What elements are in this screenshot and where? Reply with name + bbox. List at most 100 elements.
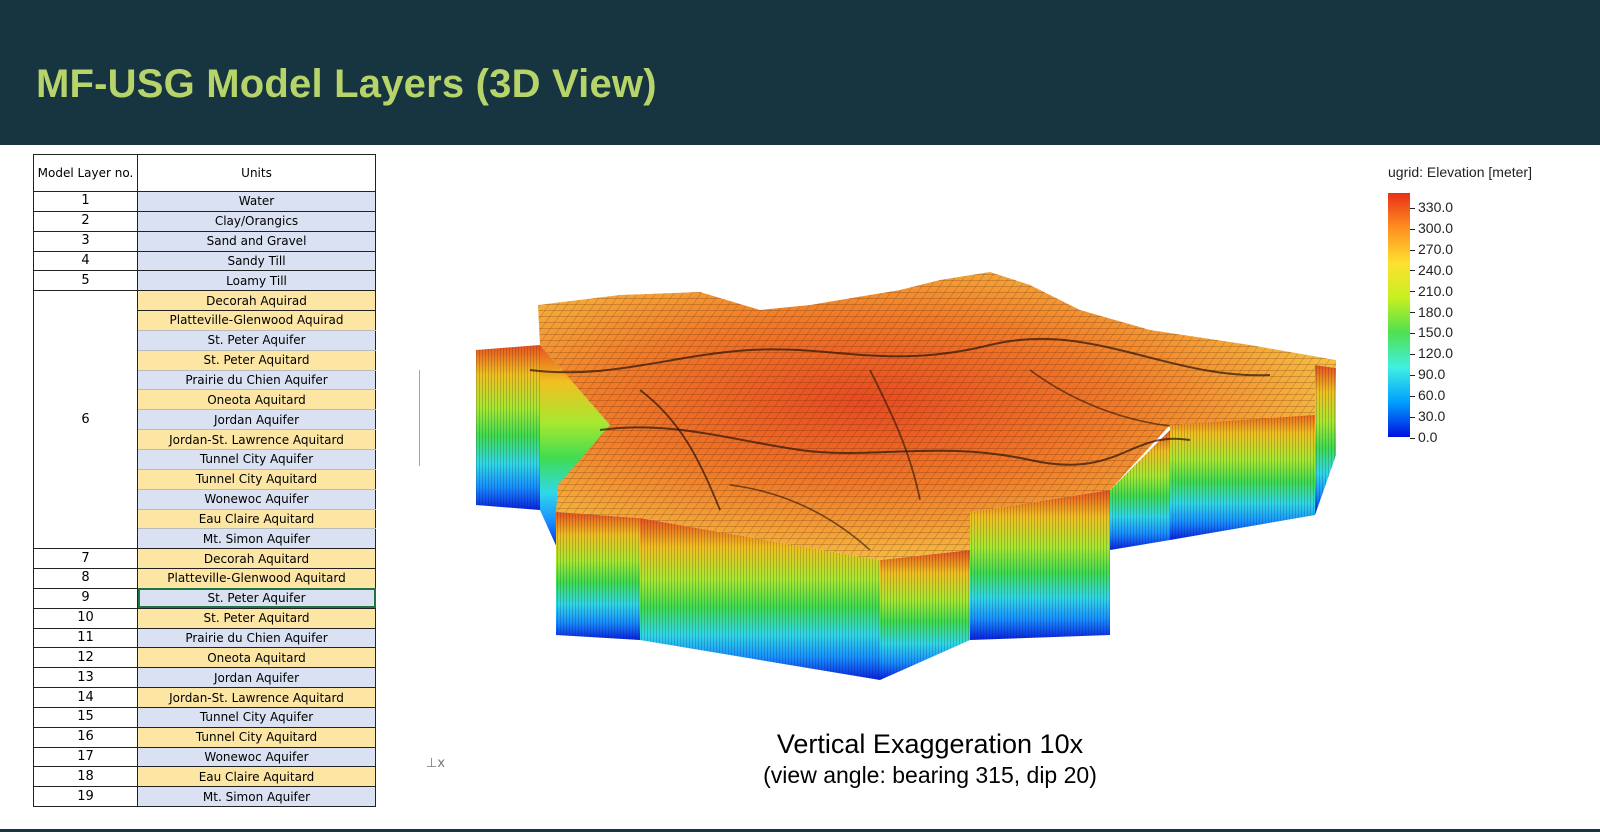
table-row: St. Peter Aquifer — [34, 329, 376, 351]
table-row: 6 Decorah Aquirad — [33, 290, 376, 550]
caption-view-angle: (view angle: bearing 315, dip 20) — [763, 762, 1097, 788]
col-header-units: Units — [137, 154, 376, 192]
unit-cell[interactable]: St. Peter Aquitard — [137, 607, 376, 629]
table-row: St. Peter Aquitard — [34, 349, 376, 371]
footer-rule — [0, 829, 1600, 832]
unit-cell[interactable]: St. Peter Aquifer — [137, 587, 376, 609]
legend-tick-label: 90.0 — [1410, 367, 1445, 381]
unit-cell[interactable]: Eau Claire Aquitard — [137, 508, 376, 530]
legend-tick-label: 270.0 — [1410, 242, 1453, 256]
table-row: 12 Oneota Aquitard — [33, 647, 376, 669]
unit-cell[interactable]: St. Peter Aquifer — [137, 329, 376, 351]
table-row: Jordan Aquifer — [34, 409, 376, 431]
table-row: 15 Tunnel City Aquifer — [33, 706, 376, 728]
unit-cell[interactable]: Clay/Orangics — [137, 210, 376, 232]
table-row: Jordan-St. Lawrence Aquitard — [34, 429, 376, 450]
legend-tick-label: 120.0 — [1410, 346, 1453, 360]
unit-cell[interactable]: St. Peter Aquitard — [137, 349, 376, 371]
unit-cell[interactable]: Prairie du Chien Aquifer — [137, 627, 376, 649]
layer-number-cell[interactable]: 13 — [33, 667, 138, 689]
legend-tick-labels: 330.0 300.0 270.0 240.0 210.0 180.0 150.0 120.0… — [1410, 193, 1480, 444]
legend-tick-label: 60.0 — [1410, 388, 1445, 402]
table-row: 10 St. Peter Aquitard — [33, 607, 376, 629]
legend-tick-label: 0.0 — [1410, 430, 1437, 444]
elevation-colorbar — [1388, 193, 1410, 437]
col-header-layer-no: Model Layer no. — [33, 154, 138, 192]
unit-cell[interactable]: Tunnel City Aquitard — [137, 726, 376, 748]
unit-cell[interactable]: Platteville-Glenwood Aquirad — [137, 310, 376, 331]
table-row: Platteville-Glenwood Aquirad — [34, 310, 376, 331]
unit-cell[interactable]: Jordan-St. Lawrence Aquitard — [137, 429, 376, 450]
layer-number-cell[interactable]: 16 — [33, 726, 138, 748]
table-row: 5 Loamy Till — [33, 270, 376, 292]
table-row: 7 Decorah Aquitard — [33, 548, 376, 570]
layer-number-cell[interactable]: 11 — [33, 627, 138, 649]
view-caption: Vertical Exaggeration 10x (view angle: b… — [700, 728, 1160, 790]
table-body: 1 Water 2 Clay/Orangics 3 Sand and Gravel 4 San… — [33, 191, 376, 808]
table-row: 4 Sandy Till — [33, 250, 376, 272]
table-row: 17 Wonewoc Aquifer — [33, 746, 376, 768]
layer-number-cell[interactable]: 8 — [33, 568, 138, 589]
layer-number-cell[interactable]: 2 — [33, 210, 138, 232]
layer-number-cell[interactable]: 7 — [33, 548, 138, 570]
table-row: Oneota Aquitard — [34, 389, 376, 411]
table-row: 3 Sand and Gravel — [33, 230, 376, 252]
unit-cell[interactable]: Water — [137, 191, 376, 212]
table-row: 8 Platteville-Glenwood Aquitard — [33, 568, 376, 589]
layer-number-cell[interactable]: 15 — [33, 706, 138, 728]
unit-cell[interactable]: Oneota Aquitard — [137, 389, 376, 411]
unit-cell[interactable]: Loamy Till — [137, 270, 376, 292]
legend-tick-label: 30.0 — [1410, 409, 1445, 423]
unit-cell[interactable]: Prairie du Chien Aquifer — [137, 369, 376, 391]
unit-cell[interactable]: Sandy Till — [137, 250, 376, 272]
layer-number-cell[interactable]: 17 — [33, 746, 138, 768]
unit-cell[interactable]: Mt. Simon Aquifer — [137, 528, 376, 550]
unit-cell[interactable]: Decorah Aquirad — [137, 290, 376, 312]
model-3d-view[interactable] — [470, 250, 1370, 700]
unit-cell[interactable]: Jordan Aquifer — [137, 409, 376, 431]
layer-number-cell[interactable]: 18 — [33, 766, 138, 788]
unit-cell[interactable]: Tunnel City Aquifer — [137, 448, 376, 470]
unit-cell[interactable]: Decorah Aquitard — [137, 548, 376, 570]
legend-tick-label: 240.0 — [1410, 263, 1453, 277]
table-row: 2 Clay/Orangics — [33, 210, 376, 232]
unit-cell[interactable]: Jordan Aquifer — [137, 667, 376, 689]
layer-number-cell[interactable]: 10 — [33, 607, 138, 629]
unit-cell[interactable]: Tunnel City Aquifer — [137, 706, 376, 728]
unit-cell[interactable]: Sand and Gravel — [137, 230, 376, 252]
unit-cell[interactable]: Wonewoc Aquifer — [137, 746, 376, 768]
table-row: 9 St. Peter Aquifer — [33, 587, 376, 609]
layer-number-cell[interactable]: 1 — [33, 191, 138, 212]
slide-title: MF-USG Model Layers (3D View) — [36, 62, 657, 106]
legend-tick-label: 300.0 — [1410, 221, 1453, 235]
legend-tick-label: 150.0 — [1410, 325, 1453, 339]
unit-cell[interactable]: Mt. Simon Aquifer — [137, 786, 376, 808]
unit-cell[interactable]: Oneota Aquitard — [137, 647, 376, 669]
unit-cell[interactable]: Platteville-Glenwood Aquitard — [137, 568, 376, 589]
table-row: 19 Mt. Simon Aquifer — [33, 786, 376, 808]
legend-tick-label: 180.0 — [1410, 305, 1453, 319]
model-top-surface — [476, 272, 1336, 560]
view-divider — [419, 370, 420, 466]
table-row: 16 Tunnel City Aquitard — [33, 726, 376, 748]
layer-number-cell[interactable]: 12 — [33, 647, 138, 669]
model-layers-table: Model Layer no. Units 1 Water 2 Clay/Orangi… — [33, 154, 376, 808]
layer-number-cell[interactable]: 5 — [33, 270, 138, 292]
unit-cell[interactable]: Eau Claire Aquitard — [137, 766, 376, 788]
layer-number-cell[interactable]: 19 — [33, 786, 138, 808]
table-row: Eau Claire Aquitard — [34, 508, 376, 530]
layer-number-cell[interactable]: 6 — [33, 290, 138, 550]
unit-cell[interactable]: Jordan-St. Lawrence Aquitard — [137, 687, 376, 708]
slide-header: MF-USG Model Layers (3D View) — [0, 0, 1600, 145]
layer-number-cell[interactable]: 14 — [33, 687, 138, 708]
table-row: 11 Prairie du Chien Aquifer — [33, 627, 376, 649]
legend-tick-label: 210.0 — [1410, 284, 1453, 298]
table-row: Tunnel City Aquitard — [34, 468, 376, 490]
unit-cell[interactable]: Tunnel City Aquitard — [137, 468, 376, 490]
table-row: 18 Eau Claire Aquitard — [33, 766, 376, 788]
unit-cell[interactable]: Wonewoc Aquifer — [137, 488, 376, 510]
layer-number-cell[interactable]: 9 — [33, 587, 138, 609]
layer-number-cell[interactable]: 3 — [33, 230, 138, 252]
layer-number-cell[interactable]: 4 — [33, 250, 138, 272]
table-row: 13 Jordan Aquifer — [33, 667, 376, 689]
